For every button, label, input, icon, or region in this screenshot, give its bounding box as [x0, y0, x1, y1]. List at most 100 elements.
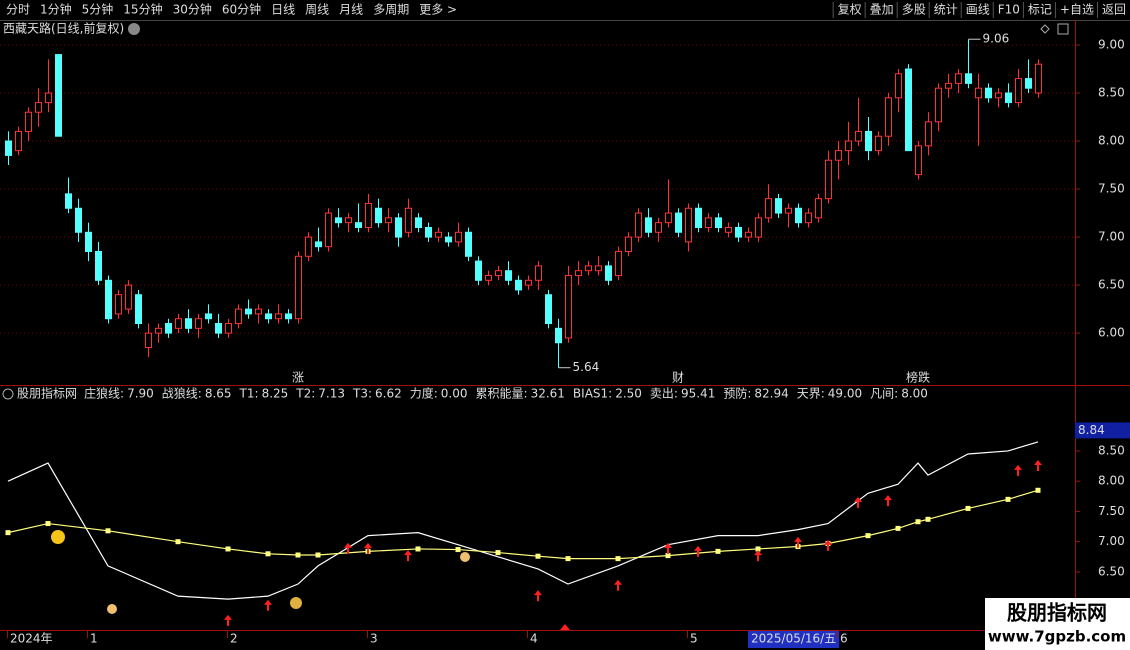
candle-body [615, 250, 622, 277]
candle-body [475, 260, 482, 281]
candle-body [285, 313, 292, 320]
line-marker [1005, 496, 1011, 502]
candle-body [175, 318, 182, 329]
candle-body [755, 217, 762, 238]
toolbar-item[interactable]: 分时 [6, 3, 30, 17]
close-icon[interactable] [1057, 23, 1069, 35]
candle-body [395, 217, 402, 238]
event-label: 榜跌 [906, 370, 930, 385]
toolbar-item[interactable]: 多周期 [373, 3, 409, 17]
toolbar-button[interactable]: 复权 [838, 3, 862, 17]
toolbar-item[interactable]: 周线 [305, 3, 329, 17]
toolbar-button[interactable]: 多股 [902, 3, 926, 17]
candle-body [185, 318, 192, 329]
toolbar-item[interactable]: 更多 > [419, 3, 457, 17]
candle-body [125, 284, 132, 310]
toolbar-item[interactable]: 5分钟 [82, 2, 114, 17]
watermark-box [985, 598, 1130, 650]
date-label: 6 [840, 632, 848, 646]
toolbar-button[interactable]: 标记 [1028, 3, 1052, 17]
candle-body [675, 212, 682, 233]
candle-body [245, 308, 252, 315]
toolbar-item[interactable]: 1分钟 [40, 2, 72, 17]
title-menu-icon[interactable] [128, 23, 140, 35]
hand-icon [460, 552, 470, 562]
toolbar-item[interactable]: 60分钟 [222, 2, 261, 17]
candle-body [295, 255, 302, 320]
candle-body [625, 236, 632, 252]
smiley-icon [51, 530, 65, 544]
indicator-menu-icon[interactable] [2, 388, 14, 400]
date-label: 3 [370, 632, 378, 646]
legend-label: 预防: [723, 386, 751, 401]
signal-arrow [694, 545, 702, 557]
candle-body [345, 217, 352, 224]
indicator-title: 股朋指标网 [17, 386, 77, 401]
candle-body [555, 327, 562, 344]
candle-body [455, 231, 462, 243]
toolbar-button[interactable]: 画线 [966, 3, 990, 17]
line-marker [565, 556, 571, 562]
line-marker [925, 516, 931, 522]
toolbar-item[interactable]: 日线 [271, 3, 295, 17]
watermark-url: www.7gpzb.com [988, 628, 1126, 646]
toolbar-item[interactable]: 月线 [339, 3, 363, 17]
toolbar-item[interactable]: 15分钟 [123, 2, 162, 17]
candle-body [495, 270, 502, 276]
y-tick-label: 7.00 [1098, 230, 1125, 244]
diamond-icon[interactable] [1040, 24, 1050, 34]
legend-label: T3: [352, 387, 372, 401]
candle-body [915, 145, 922, 176]
candle-body [195, 318, 202, 329]
candle-body [135, 294, 142, 325]
candle-body [815, 198, 822, 219]
annotation-label: 9.06 [983, 32, 1010, 46]
line-marker [225, 546, 231, 552]
signal-arrow [794, 536, 802, 548]
candle-body [575, 270, 582, 276]
candle-body [865, 130, 872, 152]
main-title: 西藏天路(日线,前复权) [3, 21, 124, 36]
line-marker [45, 521, 51, 527]
signal-arrow [224, 614, 232, 626]
toolbar-button[interactable]: +自选 [1060, 3, 1094, 17]
line-marker [895, 525, 901, 531]
toolbar-button[interactable]: 返回 [1102, 3, 1126, 17]
line-marker [535, 553, 541, 559]
candle-body [505, 270, 512, 281]
toolbar-button[interactable]: 叠加 [870, 3, 894, 17]
position-marker [560, 624, 570, 630]
legend-label: BIAS1: [573, 387, 612, 401]
y-tick-label: 6.00 [1098, 326, 1125, 340]
money-bag-icon [290, 597, 302, 609]
y-tick-label: 8.00 [1098, 474, 1125, 488]
line-marker [715, 548, 721, 554]
candle-body [145, 332, 152, 349]
legend-label: 凡间: [870, 387, 898, 401]
signal-arrow [854, 496, 862, 508]
legend-label: 卖出: [650, 387, 678, 401]
candle-body [735, 226, 742, 238]
toolbar-button[interactable]: F10 [998, 3, 1020, 17]
candle-body [585, 265, 592, 272]
line-marker [455, 547, 461, 553]
candle-body [155, 327, 162, 334]
toolbar-item[interactable]: 30分钟 [173, 2, 212, 17]
toolbar-button[interactable]: 统计 [934, 3, 958, 17]
candle-body [595, 265, 602, 272]
candle-body [655, 222, 662, 233]
candle-body [965, 73, 972, 84]
signal-arrow [534, 590, 542, 602]
legend-value: 8.25 [262, 387, 289, 401]
candle-body [45, 92, 52, 104]
candle-body [235, 308, 242, 325]
candle-body [5, 140, 12, 156]
legend-value: 7.13 [318, 387, 345, 401]
candle-body [15, 130, 22, 152]
y-tick-label: 8.50 [1098, 443, 1125, 457]
candle-body [605, 265, 612, 281]
hand-icon [107, 604, 117, 614]
candle-body [465, 231, 472, 257]
candle-body [955, 73, 962, 84]
y-tick-label: 9.00 [1098, 37, 1125, 51]
